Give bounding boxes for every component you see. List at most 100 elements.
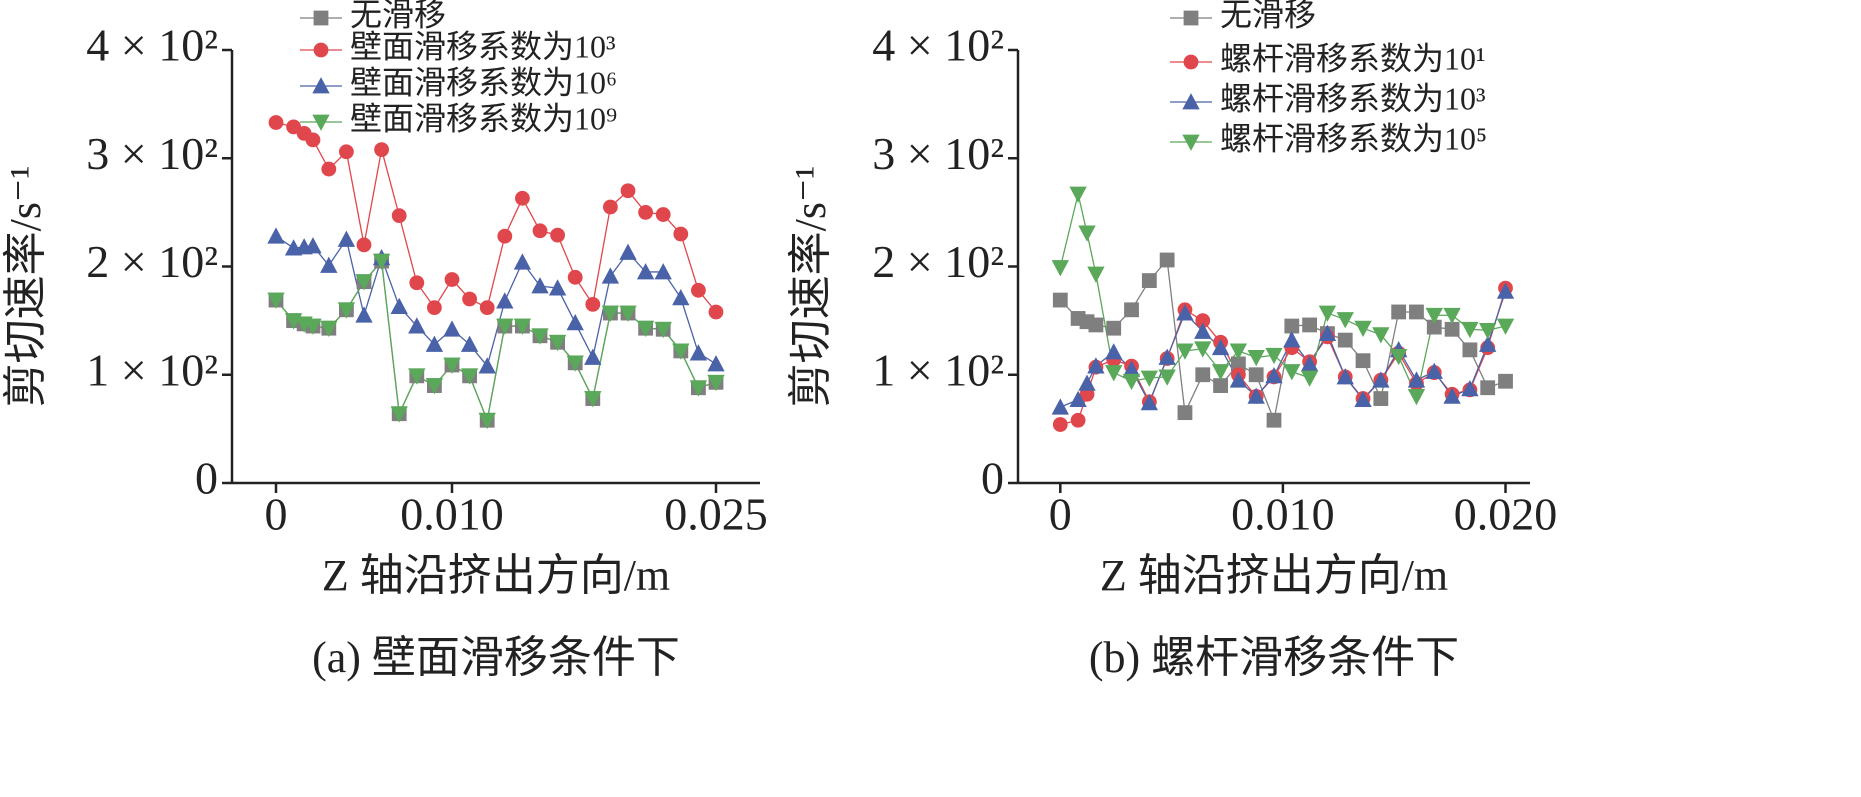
legend-marker xyxy=(1183,10,1199,26)
marker xyxy=(338,144,354,160)
marker xyxy=(1213,378,1228,393)
marker xyxy=(1372,327,1390,344)
legend-label: 无滑移 xyxy=(1220,0,1316,32)
marker xyxy=(1444,321,1460,337)
marker xyxy=(1372,371,1390,388)
marker xyxy=(1302,317,1318,333)
marker xyxy=(603,199,618,215)
marker xyxy=(1462,342,1478,358)
legend-marker xyxy=(1182,134,1200,151)
marker xyxy=(1248,367,1264,383)
marker xyxy=(601,305,620,322)
marker xyxy=(1479,322,1497,340)
marker xyxy=(1354,320,1372,338)
marker xyxy=(1355,353,1371,369)
series-line xyxy=(1059,258,1506,423)
marker xyxy=(1283,364,1301,381)
marker xyxy=(374,142,390,157)
marker xyxy=(1247,387,1265,404)
marker xyxy=(1105,365,1123,382)
legend-marker xyxy=(1182,93,1200,110)
marker xyxy=(1158,369,1176,386)
y-axis-title: 剪切速率/s⁻¹ xyxy=(786,166,835,408)
marker xyxy=(1336,312,1354,329)
marker xyxy=(638,204,653,220)
x-tick-label: 0.010 xyxy=(400,489,504,540)
marker xyxy=(355,274,373,291)
marker xyxy=(305,132,321,148)
marker xyxy=(479,300,495,316)
marker xyxy=(567,269,583,285)
marker xyxy=(1106,320,1122,336)
marker xyxy=(1158,348,1176,365)
marker xyxy=(691,282,706,298)
legend-label: 壁面滑移系数为10³ xyxy=(350,28,616,64)
marker xyxy=(548,334,567,352)
marker xyxy=(1195,367,1211,383)
marker xyxy=(1425,362,1443,379)
marker xyxy=(426,300,442,316)
marker xyxy=(496,292,514,309)
marker xyxy=(425,335,444,352)
marker xyxy=(1498,373,1513,389)
marker xyxy=(1122,373,1141,391)
x-axis-title: Z 轴沿挤出方向/m xyxy=(1100,551,1448,600)
legend-marker xyxy=(312,114,330,131)
marker xyxy=(619,305,637,322)
marker xyxy=(620,183,636,199)
marker xyxy=(268,115,284,130)
x-axis-title: Z 轴沿挤出方向/m xyxy=(322,551,670,600)
marker xyxy=(531,328,549,345)
marker xyxy=(444,272,460,287)
caption: (b) 螺杆滑移条件下 xyxy=(1089,633,1459,682)
marker xyxy=(390,406,408,423)
marker xyxy=(460,368,479,385)
marker xyxy=(1407,389,1426,406)
marker xyxy=(462,291,478,307)
marker xyxy=(532,223,548,239)
marker xyxy=(1336,368,1354,385)
marker xyxy=(1479,335,1497,352)
marker xyxy=(673,226,689,242)
y-tick-label: 1 × 10² xyxy=(872,344,1004,395)
marker xyxy=(1140,394,1159,411)
x-tick-label: 0 xyxy=(1049,489,1072,540)
y-tick-label: 3 × 10² xyxy=(86,128,218,179)
marker xyxy=(513,253,532,270)
marker xyxy=(1443,307,1461,325)
caption: (a) 壁面滑移条件下 xyxy=(312,633,680,682)
marker xyxy=(1480,380,1496,396)
marker xyxy=(1159,252,1175,268)
x-tick-label: 0.025 xyxy=(664,489,768,540)
marker xyxy=(654,321,672,339)
marker xyxy=(443,357,461,374)
y-tick-label: 1 × 10² xyxy=(86,344,218,395)
legend-label: 螺杆滑移系数为10³ xyxy=(1220,80,1486,116)
marker xyxy=(1443,387,1461,404)
legend-marker xyxy=(313,10,329,26)
marker xyxy=(1354,390,1372,408)
marker xyxy=(585,296,601,312)
y-tick-label: 0 xyxy=(195,453,218,504)
marker xyxy=(1070,412,1086,428)
marker xyxy=(1496,318,1515,335)
marker xyxy=(1247,350,1265,367)
marker xyxy=(267,227,285,244)
marker xyxy=(1087,266,1105,283)
marker xyxy=(1141,273,1157,288)
marker xyxy=(356,237,372,253)
marker xyxy=(1300,370,1319,387)
marker xyxy=(655,207,671,222)
y-tick-label: 4 × 10² xyxy=(872,20,1004,71)
marker xyxy=(672,343,690,360)
marker xyxy=(478,357,496,374)
marker xyxy=(707,355,725,372)
marker xyxy=(1211,338,1230,356)
y-tick-label: 0 xyxy=(981,453,1004,504)
marker xyxy=(1194,341,1212,358)
marker xyxy=(496,318,514,335)
marker xyxy=(689,344,708,361)
marker xyxy=(497,228,513,244)
marker xyxy=(548,279,567,296)
marker xyxy=(1391,304,1407,320)
